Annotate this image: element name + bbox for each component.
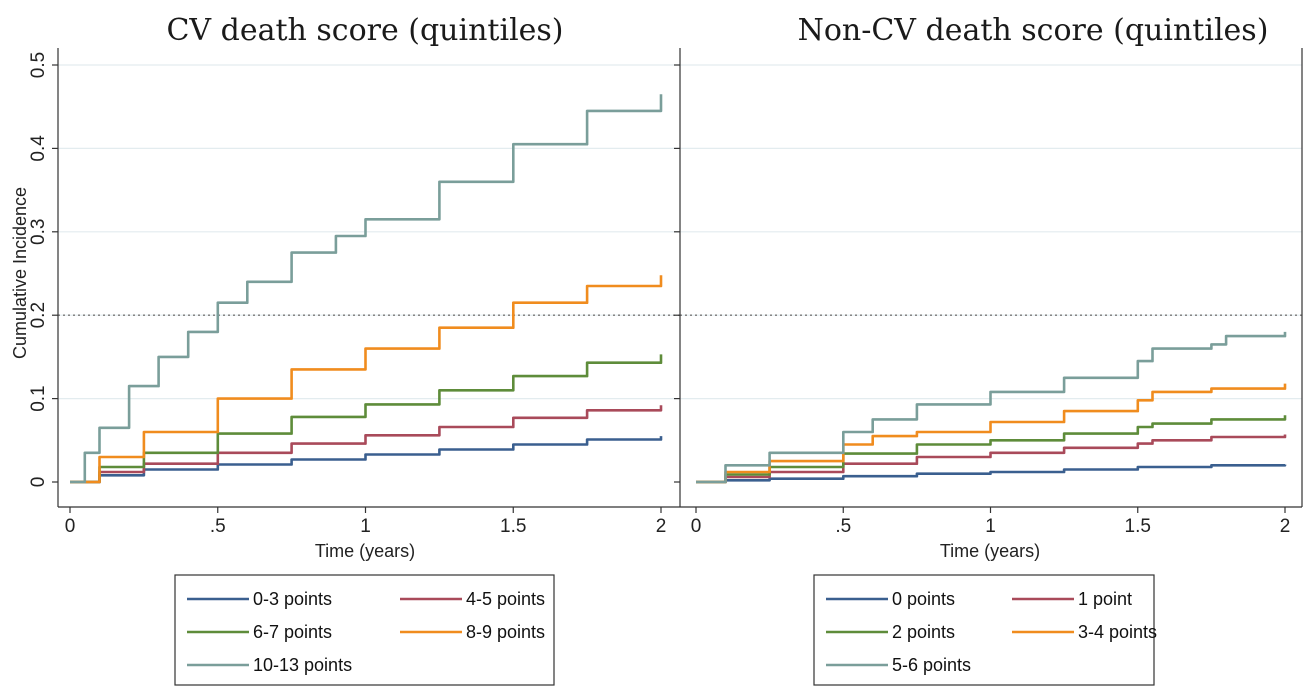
x-tick-label: 2 bbox=[1280, 516, 1291, 537]
legend: 0 points 1 point 2 points 3-4 points 5-6 poi… bbox=[813, 574, 1157, 686]
series-line-4 bbox=[70, 94, 663, 484]
legend-label: 3-4 points bbox=[1078, 622, 1157, 642]
legend-label: 5-6 points bbox=[892, 655, 971, 675]
x-tick-label: .5 bbox=[210, 516, 226, 537]
legend-label: 0 points bbox=[892, 589, 955, 609]
x-tick-label: 1.5 bbox=[500, 516, 526, 537]
x-tick-label: 0 bbox=[65, 516, 76, 537]
chart-title: CV death score (quintiles) bbox=[166, 13, 563, 48]
x-tick-label: 1 bbox=[360, 516, 371, 537]
legend-label: 2 points bbox=[892, 622, 955, 642]
y-tick-label: 0 bbox=[28, 477, 49, 488]
legend-box bbox=[813, 574, 1155, 686]
series-line-2 bbox=[70, 354, 663, 484]
plot-area: 0 .5 1 1.5 2 bbox=[674, 48, 1303, 537]
y-tick-label: 0.4 bbox=[28, 135, 49, 162]
series-line-4 bbox=[696, 331, 1287, 484]
y-axis-label: Cumulative Incidence bbox=[10, 187, 30, 359]
plot-area: 00.10.20.30.40.50.5 1 1.5 2 bbox=[28, 48, 680, 537]
y-tick-label: 0.1 bbox=[28, 385, 49, 411]
panel-cv: CV death score (quintiles) Cumulative In… bbox=[10, 13, 680, 686]
x-axis-label: Time (years) bbox=[315, 541, 415, 561]
chart-title: Non-CV death score (quintiles) bbox=[798, 13, 1269, 48]
series-line-3 bbox=[70, 275, 663, 484]
x-tick-label: 1 bbox=[985, 516, 996, 537]
series-line-0 bbox=[696, 464, 1287, 484]
panel-noncv: Non-CV death score (quintiles) Time (yea… bbox=[674, 13, 1303, 686]
x-tick-label: .5 bbox=[835, 516, 851, 537]
x-axis-label: Time (years) bbox=[940, 541, 1040, 561]
y-tick-label: 0.3 bbox=[28, 219, 49, 245]
legend-label: 4-5 points bbox=[466, 589, 545, 609]
x-tick-label: 2 bbox=[656, 516, 667, 537]
y-tick-label: 0.2 bbox=[28, 302, 49, 328]
series-line-1 bbox=[70, 405, 663, 484]
legend-label: 6-7 points bbox=[253, 622, 332, 642]
series-line-0 bbox=[70, 436, 663, 484]
y-tick-label: 0.5 bbox=[28, 52, 49, 78]
x-tick-label: 0 bbox=[691, 516, 702, 537]
legend-label: 10-13 points bbox=[253, 655, 352, 675]
legend-label: 0-3 points bbox=[253, 589, 332, 609]
x-tick-label: 1.5 bbox=[1125, 516, 1151, 537]
legend: 0-3 points 4-5 points 6-7 points 8-9 points… bbox=[174, 574, 555, 686]
legend-label: 8-9 points bbox=[466, 622, 545, 642]
legend-label: 1 point bbox=[1078, 589, 1132, 609]
legend-box bbox=[174, 574, 555, 686]
